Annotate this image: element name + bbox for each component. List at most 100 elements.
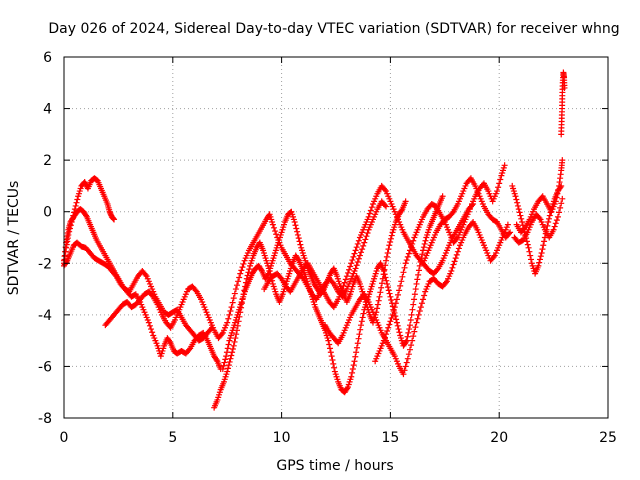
x-tick-label: 15 [381,430,399,446]
data-point [246,266,253,273]
data-point [541,238,548,245]
data-point [561,84,568,91]
data-point [340,282,347,289]
data-point [226,358,233,365]
x-axis-label: GPS time / hours [276,458,393,474]
data-point [258,266,265,273]
data-point [421,240,428,247]
y-tick-label: -2 [38,256,52,272]
data-point [374,301,381,308]
data-point [386,321,393,328]
data-point [555,186,562,193]
data-point [545,219,552,226]
y-tick-label: -4 [38,308,52,324]
data-point [391,304,398,311]
data-point [411,296,418,303]
data-point [353,262,360,269]
data-point [382,262,389,269]
data-point [366,210,373,217]
data-point [384,284,391,291]
data-point [221,359,228,366]
data-point [528,256,535,263]
data-point [226,311,233,318]
x-tick-label: 10 [273,430,291,446]
data-point [414,315,421,322]
data-point [558,200,565,207]
data-point [553,217,560,224]
data-point [414,276,421,283]
data-point [408,342,415,349]
data-point [349,257,356,264]
data-point [358,322,365,329]
data-point [452,255,459,262]
data-point [376,293,383,300]
data-point [406,346,413,353]
data-point [450,261,457,268]
data-point [420,247,427,254]
data-point [455,245,462,252]
data-point [352,247,359,254]
data-point [402,338,409,345]
data-point [413,319,420,326]
data-point [360,310,367,317]
data-point [556,209,563,216]
chart-title: Day 026 of 2024, Sidereal Day-to-day VTE… [48,21,619,37]
data-point [192,287,199,294]
data-point [236,274,243,281]
data-point [413,280,420,287]
data-point [355,335,362,342]
data-point [269,221,276,228]
data-point [395,291,402,298]
data-point [382,274,389,281]
data-point [537,256,543,263]
data-point [295,235,302,242]
data-point [538,249,545,256]
data-point [223,353,230,360]
data-point [389,311,396,318]
data-point [514,202,521,209]
x-tick-label: 0 [60,430,69,446]
data-point [409,240,416,247]
data-point [364,229,371,236]
data-point [526,248,533,255]
data-point [388,232,395,239]
data-point [442,279,449,286]
data-point [367,207,374,214]
data-point [385,287,392,294]
data-point [368,204,375,211]
data-point [553,194,560,201]
data-point [519,219,526,226]
data-point [327,345,334,352]
data-point [238,267,245,274]
data-point [273,231,280,238]
data-point [277,274,284,281]
data-point [230,342,237,349]
data-point [232,335,239,342]
data-point [449,264,456,271]
data-point [416,307,423,314]
data-point [362,236,369,243]
data-point [355,237,362,244]
data-point [72,202,79,209]
data-point [401,367,408,374]
data-point [539,246,546,253]
data-point [149,292,156,299]
data-point [380,337,387,344]
data-point [404,253,411,260]
data-point [349,369,356,376]
data-point [297,241,304,248]
data-point [342,276,349,283]
y-tick-label: -8 [38,411,52,427]
data-point [341,279,348,286]
data-point [384,327,391,334]
data-point [410,333,417,340]
data-point [363,233,370,240]
data-point [406,322,413,329]
data-point [410,237,417,244]
data-point [356,252,363,259]
data-point [400,371,407,378]
data-point [218,331,225,338]
data-point [439,193,446,200]
data-point [295,256,302,263]
data-point [351,250,358,257]
